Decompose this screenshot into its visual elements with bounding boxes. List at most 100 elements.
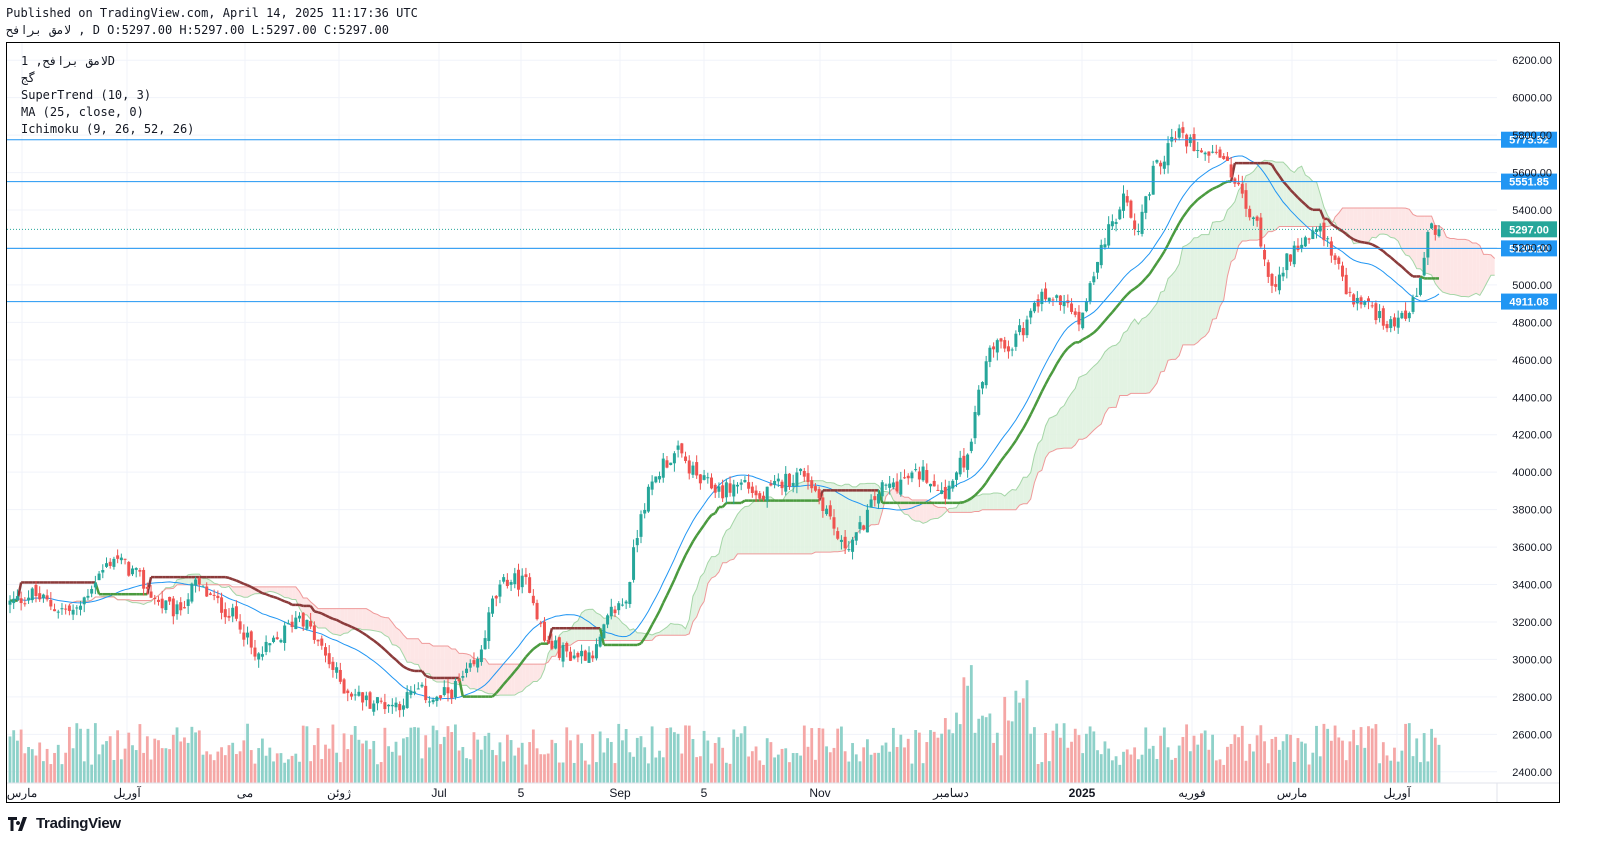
volume-bar [750,751,754,783]
volume-bar [1029,733,1033,783]
candle-body [1311,230,1315,239]
cloud-segment [618,618,623,641]
candle-body [665,460,669,468]
volume-bar [442,736,446,783]
volume-bar [680,753,684,783]
candle-body [312,625,316,640]
legend-ichimoku[interactable]: Ichimoku (9, 26, 52, 26) [21,122,195,136]
volume-bar [82,761,86,783]
candle-body [895,481,899,492]
price-chart[interactable]: 5775.525551.855195.204911.085297.002400.… [7,43,1559,802]
cloud-segment [269,586,274,593]
volume-bar [209,754,212,783]
volume-bar [1285,734,1289,783]
chart-panel[interactable]: 5775.52 5551.85 5195.20 4911.08 5297.00 2400.… [6,42,1560,803]
candle-body [713,484,717,493]
cloud-segment [1160,290,1165,373]
volume-bar [1144,727,1148,783]
volume-bar [383,727,387,783]
volume-bar [216,751,220,783]
cloud-segment [789,489,794,554]
candle-body [1407,312,1411,319]
candle-body [253,647,257,657]
y-axis: 2400.00 2600.00 2800.00 3000.00 3200.00 3400.… [1512,55,1552,779]
cloud-segment [1082,374,1087,440]
volume-bar [346,749,350,783]
cloud-segment [266,586,270,593]
cloud-segment [481,658,486,693]
volume-bar [724,762,728,783]
candle-body [416,688,420,690]
candle-body [431,699,435,703]
volume-bar [992,742,995,783]
supertrend-segment [688,540,695,549]
supertrend-segment [1215,184,1221,189]
supertrend-segment [321,612,327,617]
volume-bar [910,763,914,783]
candle-body [865,509,869,533]
candle-body [60,608,64,610]
volume-bar [335,752,339,783]
candle-body [375,697,379,704]
legend-supertrend[interactable]: SuperTrend (10, 3) [21,88,152,102]
volume-bar [1433,737,1437,783]
volume-bar [223,755,227,783]
volume-bar [981,715,984,783]
cloud-segment [1253,166,1258,241]
candle-body [650,481,654,490]
candle-body [127,562,131,576]
candle-body [257,653,261,660]
candle-body [917,471,921,480]
candle-body [491,598,495,614]
candle-body [1196,150,1200,152]
supertrend-segment [1122,293,1129,300]
volume-bar [1329,740,1333,783]
candle-body [1051,299,1055,301]
cloud-segment [611,615,616,641]
supertrend-segment [1025,413,1032,423]
volume-bar [186,742,190,783]
cloud-segment [203,578,207,585]
volume-bar [316,728,320,783]
candle-body [1266,262,1270,277]
supertrend-segment [376,642,382,648]
x-tick-label: Sep [609,786,631,800]
supertrend-segment [658,602,665,612]
volume-bar [201,754,205,783]
candle-body [90,588,94,594]
volume-bar [665,728,669,783]
candle-body [505,579,509,587]
x-tick-label: Jul [431,786,446,800]
cloud-segment [871,483,875,525]
volume-bar [364,740,368,783]
last-price-label: 5297.00 [1509,224,1549,236]
candle-body [123,558,127,560]
volume-bar [1322,723,1326,783]
candle-body [1392,317,1396,327]
legend-ma[interactable]: MA (25, close, 0) [21,105,144,119]
volume-bar [116,730,120,783]
supertrend-segment [1219,182,1225,187]
candle-body [906,475,910,479]
candle-body [357,691,361,696]
volume-bar [587,764,591,783]
candle-body [1058,295,1062,305]
volume-bar [179,741,183,783]
supertrend-segment [1389,256,1396,262]
cloud-segment [637,632,641,641]
cloud-segment [1439,225,1443,293]
cloud-segment [1119,332,1124,396]
candle-body [227,615,231,618]
cloud-segment [1153,303,1157,389]
candle-body [502,577,506,582]
cloud-segment [811,480,816,554]
volume-bar [1374,724,1378,783]
volume-bar [565,727,569,783]
candle-body [672,453,676,464]
tradingview-brand[interactable]: TradingView [8,815,121,832]
cloud-segment [407,638,411,663]
candle-body [743,479,747,483]
supertrend-segment [498,683,505,690]
supertrend-segment [250,585,256,591]
candle-body [420,684,424,687]
